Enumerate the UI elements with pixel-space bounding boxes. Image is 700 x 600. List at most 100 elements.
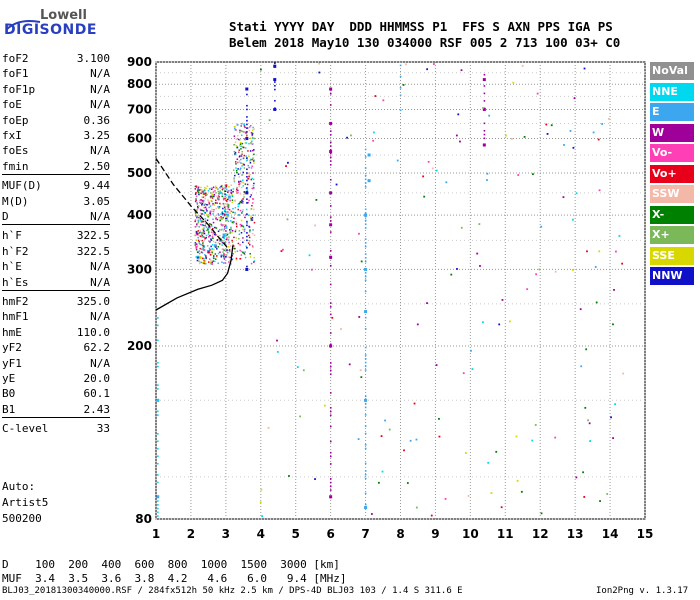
echo-dot [197, 236, 199, 239]
echo-dot [202, 210, 205, 212]
echo-streak-dot [364, 316, 367, 319]
echo-dot [214, 241, 217, 244]
echo-dot [231, 199, 234, 201]
echo-dot [237, 189, 239, 192]
echo-dot [220, 238, 222, 240]
sparse-echo-dot [573, 97, 576, 100]
echo-streak-dot [329, 257, 332, 260]
echo-dot [196, 245, 199, 247]
muf-value: 4.6 [187, 572, 228, 585]
echo-dot [225, 185, 228, 187]
echo-dot [233, 144, 235, 146]
echo-dot [217, 194, 220, 197]
echo-streak-dot [329, 216, 332, 218]
param-row-17: hmE 110.0 [2, 326, 110, 340]
echo-dot [231, 239, 233, 242]
echo-streak-dot [364, 402, 367, 405]
sparse-echo-dot [583, 67, 586, 70]
echo-dot [237, 203, 240, 206]
echo-dot [208, 235, 210, 238]
legend-x-: X- [650, 205, 694, 224]
sparse-echo-dot [523, 135, 526, 138]
echo-dot [247, 201, 249, 204]
echo-dot [199, 229, 202, 232]
echo-dot [196, 203, 199, 205]
sparse-echo-dot [308, 254, 311, 257]
echo-dot [201, 209, 203, 212]
echo-dot [205, 223, 207, 225]
param-row-23: C-level 33 [2, 422, 110, 436]
echo-dot [222, 251, 224, 253]
echo-dot [214, 260, 216, 263]
sparse-echo-dot [384, 419, 386, 422]
echo-streak-dot [364, 447, 367, 450]
echo-dot [199, 247, 201, 250]
sparse-echo-dot [612, 323, 614, 326]
echo-streak-dot [329, 92, 332, 95]
echo-dot [247, 178, 250, 180]
sparse-echo-dot [598, 189, 601, 192]
sparse-echo-dot [512, 81, 515, 84]
echo-streak-dot [246, 127, 248, 129]
echo-dot [237, 242, 240, 245]
echo-dot [225, 230, 227, 232]
echo-dot [235, 257, 238, 260]
echo-dot [224, 210, 226, 213]
distance-label: D [2, 558, 9, 571]
x-tick-label: 1 [152, 527, 160, 541]
echo-dot [221, 228, 223, 231]
echo-dot [230, 228, 233, 231]
echo-dot [210, 192, 212, 194]
echo-dot [208, 206, 210, 209]
echo-streak-dot [329, 440, 332, 443]
echo-dot [224, 240, 227, 243]
echo-dot [241, 181, 243, 183]
data-point [227, 195, 231, 199]
echo-streak-dot [157, 317, 159, 319]
legend-x-: X+ [650, 226, 694, 244]
echo-dot [220, 216, 222, 218]
echo-dot [229, 229, 231, 231]
sparse-echo-dot [562, 196, 565, 199]
sparse-echo-dot [422, 175, 425, 178]
echo-dot [217, 252, 220, 255]
echo-dot [250, 167, 253, 169]
echo-streak-dot [246, 168, 248, 171]
echo-dot [246, 189, 249, 191]
echo-dot [219, 202, 221, 205]
echo-dot [203, 204, 206, 206]
sparse-echo-dot [486, 179, 488, 181]
echo-streak-dot [329, 130, 332, 132]
sparse-echo-dot [318, 71, 321, 74]
echo-dot [209, 197, 212, 199]
sparse-echo-dot [350, 134, 352, 137]
data-point [329, 223, 333, 227]
distance-value: 600 [121, 558, 155, 571]
echo-streak-dot [364, 174, 367, 177]
echo-dot [211, 251, 213, 253]
echo-streak-dot [246, 172, 248, 174]
data-point [329, 191, 333, 195]
echo-dot [201, 239, 203, 242]
distance-value: 100 [21, 558, 55, 571]
echo-dot [216, 195, 218, 198]
echo-streak-dot [329, 145, 332, 147]
echo-dot [239, 131, 241, 134]
param-label: MUF(D) [2, 179, 42, 193]
echo-dot [247, 172, 250, 175]
echo-dot [205, 237, 207, 239]
spacer [9, 558, 22, 571]
echo-dot [199, 223, 202, 226]
echo-dot [240, 158, 242, 161]
echo-dot [251, 140, 253, 142]
param-value: 322.5 [76, 244, 110, 258]
echo-streak-dot [246, 190, 248, 193]
param-value: 3.100 [76, 52, 110, 65]
echo-dot [205, 257, 207, 260]
echo-dot [240, 124, 243, 127]
echo-dot [210, 259, 212, 262]
station-header: Stati YYYY DAY DDD HHMMSS P1 FFS S AXN P… [229, 19, 620, 51]
echo-dot [243, 252, 245, 255]
echo-dot [246, 159, 249, 161]
